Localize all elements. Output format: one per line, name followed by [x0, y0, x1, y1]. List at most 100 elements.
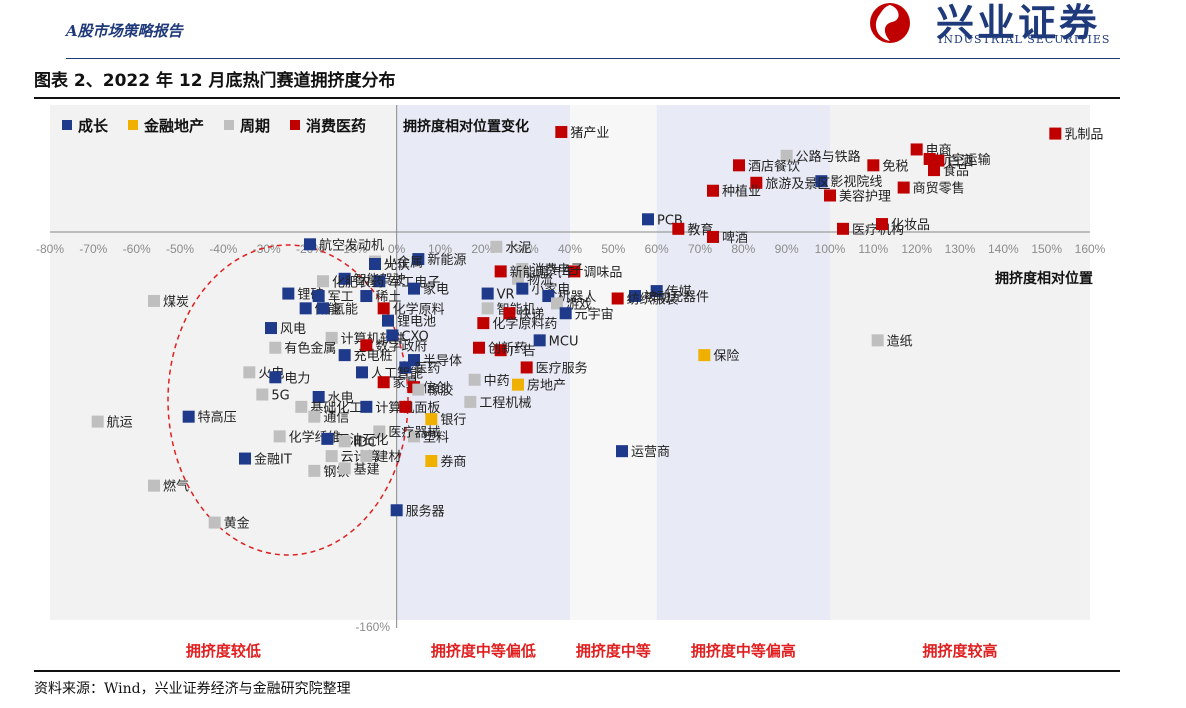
data-label: 消费电子 — [531, 263, 583, 278]
x-tick-label: 100% — [815, 242, 846, 256]
data-label: 电力 — [284, 371, 310, 386]
x-tick-label: 0% — [388, 242, 406, 256]
data-label: 影视院线 — [830, 175, 882, 190]
data-point — [317, 302, 329, 315]
data-point — [707, 184, 719, 197]
data-point — [299, 302, 312, 315]
zone-band — [830, 105, 1090, 620]
data-label: 信创 — [423, 381, 449, 396]
data-label: 广告 — [510, 344, 536, 359]
data-label: 运营商 — [631, 445, 670, 460]
data-point — [629, 290, 641, 303]
data-label: 基建 — [354, 462, 380, 477]
data-label: 化学原料药 — [492, 316, 557, 332]
data-label: 物流 — [527, 273, 553, 288]
data-point — [325, 331, 338, 344]
legend-label: 金融地产 — [143, 117, 204, 135]
data-point — [425, 455, 438, 468]
data-point — [308, 410, 321, 423]
data-point — [399, 361, 412, 374]
data-point — [490, 240, 503, 253]
data-point — [265, 322, 277, 335]
data-point — [555, 125, 568, 138]
zone-band — [570, 105, 657, 620]
x-tick-label: -70% — [79, 242, 107, 256]
data-point — [408, 430, 420, 443]
data-label: 酒店餐饮 — [748, 158, 800, 174]
x-tick-label: 150% — [1031, 242, 1062, 256]
data-label: VR — [497, 288, 515, 303]
zone-band — [396, 105, 570, 620]
x-tick-label: 130% — [945, 242, 976, 256]
low-crowding-circle — [167, 244, 409, 556]
data-point — [377, 376, 390, 389]
data-label: 服务器 — [406, 503, 445, 519]
data-point — [239, 452, 251, 465]
data-point — [243, 366, 256, 379]
data-label: 军工 — [328, 290, 354, 305]
data-point — [481, 287, 494, 300]
data-label: 游戏 — [566, 297, 592, 312]
y-tick-label: -160% — [355, 620, 390, 634]
data-label: 纺织服装 — [627, 292, 679, 307]
data-label: 房地产 — [527, 378, 566, 394]
data-point — [871, 334, 884, 347]
data-point — [516, 282, 529, 295]
data-point — [308, 464, 321, 477]
data-point — [815, 175, 828, 188]
x-tick-label: 30% — [515, 242, 539, 256]
data-label: 金融IT — [254, 452, 292, 468]
data-point — [932, 154, 945, 167]
data-point — [338, 272, 351, 285]
logo-mark-icon — [870, 3, 910, 43]
zone-band — [50, 105, 397, 620]
logo-chinese: 兴业证券 — [936, 0, 1101, 45]
data-point — [464, 395, 477, 408]
x-tick-label: 110% — [858, 242, 888, 256]
data-point — [520, 361, 533, 374]
data-label: 通信 — [323, 411, 349, 426]
data-point — [338, 349, 351, 362]
data-point — [408, 282, 420, 295]
data-point — [148, 294, 160, 307]
data-label: 保险 — [713, 349, 739, 364]
data-point — [390, 504, 403, 517]
data-label: 猪产业 — [570, 126, 609, 141]
data-point — [533, 334, 546, 347]
data-label: 黄金 — [224, 516, 250, 532]
data-label: 医疗器械 — [388, 425, 440, 440]
data-label: 公路与铁路 — [796, 149, 861, 165]
x-tick-label: 10% — [428, 242, 452, 256]
data-point — [425, 413, 438, 426]
data-point — [369, 258, 381, 271]
data-label: 特高压 — [198, 410, 237, 426]
data-label: 航空运输 — [939, 152, 991, 168]
data-label: 医药 — [414, 361, 440, 376]
data-label: 医疗机构 — [852, 223, 904, 238]
chart-title: 图表 2、2022 年 12 月底热门赛道拥挤度分布 — [34, 71, 396, 91]
data-point — [373, 275, 386, 288]
data-label: 橡胶 — [427, 383, 453, 399]
data-label: 家电 — [423, 282, 449, 298]
data-point — [382, 314, 394, 327]
data-point — [1049, 127, 1062, 140]
data-label: 种植业 — [722, 185, 761, 200]
x-tick-label: -50% — [166, 242, 194, 256]
title-divider — [34, 97, 1120, 99]
header-divider — [66, 58, 1120, 59]
data-point — [356, 366, 368, 379]
data-label: 调味品 — [583, 265, 622, 280]
data-point — [377, 302, 390, 315]
data-point — [503, 307, 516, 320]
data-point — [512, 272, 524, 285]
source-note: 资料来源：Wind，兴业证券经济与金融研究院整理 — [34, 681, 351, 697]
data-label: 塑料 — [423, 430, 449, 445]
legend-swatch — [128, 120, 138, 130]
data-point — [360, 400, 373, 413]
data-label: 啤酒 — [722, 231, 748, 246]
x-tick-label: -10% — [339, 242, 367, 256]
data-label: 锂电池 — [397, 315, 436, 330]
data-point — [273, 430, 286, 443]
data-point — [412, 383, 425, 396]
